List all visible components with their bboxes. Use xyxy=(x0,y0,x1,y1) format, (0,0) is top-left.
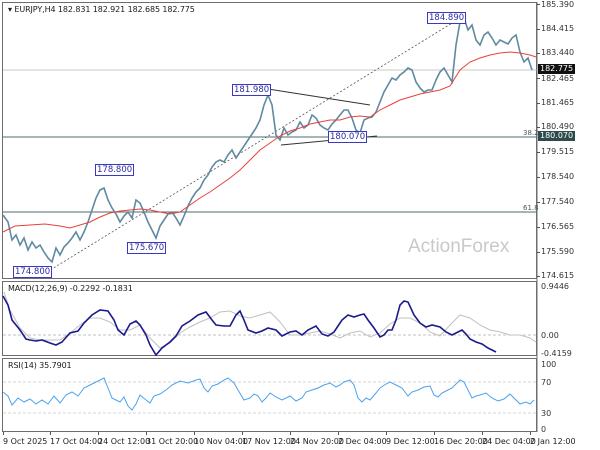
price-panel[interactable]: ▾ EURJPY,H4 182.831 182.921 182.685 182.… xyxy=(2,2,537,279)
time-tick xyxy=(98,432,99,435)
price-tick-label: 175.590 xyxy=(541,247,575,256)
time-label: 24 Nov 20:00 xyxy=(290,437,344,446)
price-label-178800[interactable]: 178.800 xyxy=(95,164,135,176)
time-label: 9 Oct 2025 xyxy=(3,437,48,446)
price-label-181980[interactable]: 181.980 xyxy=(232,84,272,96)
axis-tick xyxy=(537,177,540,178)
moving-average-line xyxy=(2,51,537,233)
axis-tick xyxy=(537,53,540,54)
level-price-tag: 180.070 xyxy=(538,131,576,141)
price-label-174800[interactable]: 174.800 xyxy=(13,266,53,278)
time-tick xyxy=(50,432,51,435)
triangle-upper-line[interactable] xyxy=(267,88,371,106)
rsi-tick-label: 0 xyxy=(541,425,547,434)
rsi-tick-label: 30 xyxy=(541,409,552,418)
time-tick xyxy=(194,432,195,435)
axis-tick xyxy=(537,227,540,228)
axis-tick xyxy=(537,276,540,277)
rsi-tick-label: 70 xyxy=(541,378,552,387)
macd-title: MACD(12,26,9) -0.2292 -0.1831 xyxy=(8,284,133,293)
price-tick-label: 184.415 xyxy=(541,24,575,33)
price-label-180070[interactable]: 180.070 xyxy=(328,131,368,143)
time-label: 10 Nov 04:00 xyxy=(194,437,248,446)
price-tick-label: 183.440 xyxy=(541,48,575,57)
fib-38-label: 38.2 xyxy=(523,129,539,137)
fib-61-label: 61.8 xyxy=(523,204,539,212)
symbol-header: ▾ EURJPY,H4 182.831 182.921 182.685 182.… xyxy=(8,5,195,14)
time-label: 2 Dec 04:00 xyxy=(338,437,387,446)
macd-tick-label: -0.4159 xyxy=(541,349,572,358)
macd-signal-line xyxy=(3,291,537,349)
axis-tick xyxy=(537,78,540,79)
price-tick-label: 180.490 xyxy=(541,122,575,131)
price-label-184890[interactable]: 184.890 xyxy=(427,12,467,24)
time-tick xyxy=(146,432,147,435)
price-tick-label: 179.515 xyxy=(541,147,575,156)
time-tick xyxy=(338,432,339,435)
time-tick xyxy=(290,432,291,435)
time-tick xyxy=(530,432,531,435)
macd-tick-label: 0.00 xyxy=(541,331,559,340)
time-label: 24 Oct 12:00 xyxy=(98,437,151,446)
time-label: 31 Oct 20:00 xyxy=(146,437,199,446)
macd-line xyxy=(2,295,497,357)
price-tick-label: 176.565 xyxy=(541,222,575,231)
time-tick xyxy=(434,432,435,435)
axis-tick xyxy=(537,252,540,253)
time-label: 16 Dec 20:00 xyxy=(434,437,488,446)
axis-tick xyxy=(537,4,540,5)
rsi-tick-label: 100 xyxy=(541,360,557,369)
axis-tick xyxy=(537,202,540,203)
axis-tick xyxy=(537,29,540,30)
actionforex-watermark: ActionForex xyxy=(408,236,510,257)
axis-tick xyxy=(537,152,540,153)
price-tick-label: 178.540 xyxy=(541,172,575,181)
price-tick-label: 177.540 xyxy=(541,197,575,206)
price-label-175670[interactable]: 175.670 xyxy=(127,242,167,254)
time-tick xyxy=(386,432,387,435)
axis-tick xyxy=(537,103,540,104)
time-tick xyxy=(482,432,483,435)
time-label: 17 Oct 04:00 xyxy=(50,437,103,446)
time-tick xyxy=(242,432,243,435)
price-tick-label: 185.390 xyxy=(541,0,575,9)
fib-trendline[interactable] xyxy=(46,16,463,273)
time-label: 2 Jan 12:00 xyxy=(530,437,576,446)
macd-tick-label: 0.9446 xyxy=(541,282,569,291)
time-label: 9 Dec 12:00 xyxy=(386,437,435,446)
symbol-ohlc: EURJPY,H4 182.831 182.921 182.685 182.77… xyxy=(14,5,195,14)
price-tick-label: 182.465 xyxy=(541,74,575,83)
current-price-tag: 182.775 xyxy=(538,64,576,74)
time-tick xyxy=(3,432,4,435)
price-tick-label: 181.465 xyxy=(541,98,575,107)
price-tick-label: 174.615 xyxy=(541,271,575,280)
collapse-triangle-icon[interactable]: ▾ xyxy=(8,5,12,14)
price-series xyxy=(2,16,533,264)
time-label: 17 Nov 12:00 xyxy=(242,437,296,446)
time-label: 24 Dec 04:00 xyxy=(482,437,536,446)
rsi-panel[interactable]: RSI(14) 35.7901 xyxy=(2,358,537,432)
rsi-line xyxy=(2,377,535,411)
rsi-title: RSI(14) 35.7901 xyxy=(8,361,72,370)
axis-tick xyxy=(537,127,540,128)
